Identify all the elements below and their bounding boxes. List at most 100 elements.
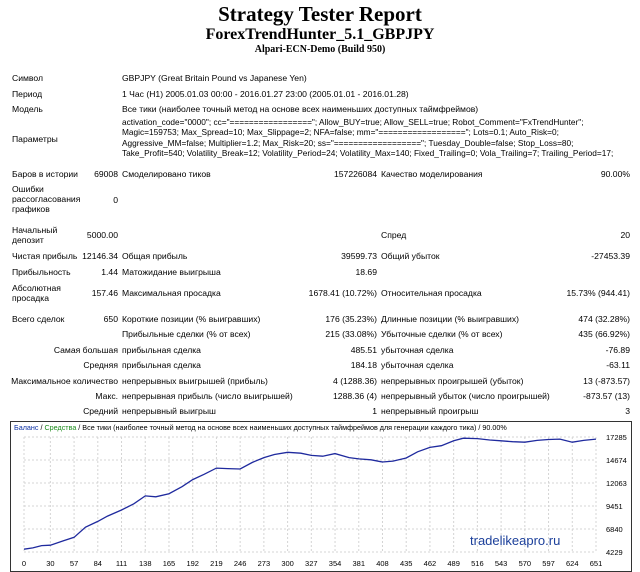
x-tick-label: 300 <box>281 559 294 568</box>
bars-label: Баров в истории <box>12 169 78 179</box>
profit-trades-value: 215 (33.08%) <box>325 329 377 339</box>
legend-balance: Баланс <box>14 423 39 432</box>
y-axis-ticks: 17285 14674 12063 9451 6840 4229 <box>606 433 627 557</box>
trades-value: 650 <box>103 314 118 324</box>
payoff-value: 18.69 <box>355 267 377 277</box>
maxcount-label: Максимальное количество <box>11 376 118 386</box>
maxval-label: Макс. <box>95 391 118 401</box>
short-label: Короткие позиции (% выигравших) <box>122 314 261 324</box>
period-value: 1 Час (H1) 2005.01.03 00:00 - 2016.01.27… <box>122 89 409 99</box>
net-value: 12146.34 <box>82 251 118 261</box>
spread-value: 20 <box>620 230 630 240</box>
maxval-loss-value: -873.57 (13) <box>583 391 630 401</box>
avgcons-win-value: 1 <box>372 406 377 416</box>
avgcons-loss-label: непрерывный проигрыш <box>381 406 479 416</box>
x-tick-label: 0 <box>22 559 26 568</box>
gross-profit-label: Общая прибыль <box>122 251 188 261</box>
server-name: Alpari-ECN-Demo (Build 950) <box>254 44 386 55</box>
y-tick-label: 6840 <box>606 525 623 534</box>
legend-rest: / Все тики (наиболее точный метод на осн… <box>76 423 507 432</box>
ticks-label: Смоделировано тиков <box>122 169 211 179</box>
loss-trades-label: Убыточные сделки (% от всех) <box>381 329 503 339</box>
abs-dd-value: 157.46 <box>91 288 118 298</box>
maxcount-loss-label: непрерывных проигрышей (убыток) <box>381 376 524 386</box>
x-tick-label: 435 <box>400 559 413 568</box>
legend-sep: / <box>38 423 44 432</box>
average-label: Средняя <box>83 360 118 370</box>
symbol-value: GBPJPY (Great Britain Pound vs Japanese … <box>122 73 307 83</box>
pf-value: 1.44 <box>101 267 118 277</box>
x-tick-label: 84 <box>94 559 102 568</box>
errors-value: 0 <box>113 195 118 205</box>
x-tick-label: 30 <box>46 559 54 568</box>
chart-frame <box>10 421 632 572</box>
long-label: Длинные позиции (% выигравших) <box>381 314 520 324</box>
y-tick-label: 12063 <box>606 479 627 488</box>
watermark: tradelikeapro.ru <box>470 533 561 548</box>
maxcount-win-value: 4 (1288.36) <box>333 376 377 386</box>
x-tick-label: 381 <box>353 559 366 568</box>
largest-loss-label: убыточная сделка <box>381 345 454 355</box>
x-tick-label: 273 <box>258 559 271 568</box>
chart-legend: Баланс / Средства / Все тики (наиболее т… <box>14 423 507 432</box>
x-tick-label: 111 <box>116 559 127 568</box>
largest-loss-value: -76.89 <box>605 345 630 355</box>
gross-loss-value: -27453.39 <box>591 251 630 261</box>
report-title: Strategy Tester Report <box>218 2 422 26</box>
gross-profit-value: 39599.73 <box>341 251 377 261</box>
y-tick-label: 4229 <box>606 548 623 557</box>
largest-label: Самая большая <box>53 345 118 355</box>
balance-chart: 17285 14674 12063 9451 6840 4229 0 30 57 84 111 13… <box>10 421 632 572</box>
avgcons-label: Средний <box>83 406 118 416</box>
x-tick-label: 354 <box>329 559 342 568</box>
spread-label: Спред <box>381 230 407 240</box>
quality-label: Качество моделирования <box>381 169 483 179</box>
balance-series-line <box>23 437 597 550</box>
x-tick-label: 516 <box>471 559 484 568</box>
maxval-loss-label: непрерывный убыток (число проигрышей) <box>381 391 550 401</box>
y-tick-label: 17285 <box>606 433 627 442</box>
params-value: activation_code="0000"; cc="============… <box>122 117 614 159</box>
average-loss-value: -63.11 <box>606 360 630 370</box>
y-tick-label: 14674 <box>606 456 627 465</box>
x-tick-label: 192 <box>186 559 199 568</box>
x-tick-label: 570 <box>519 559 532 568</box>
quality-value: 90.00% <box>600 169 630 179</box>
loss-trades-value: 435 (66.92%) <box>578 329 630 339</box>
ticks-value: 157226084 <box>333 169 377 179</box>
x-tick-label: 408 <box>376 559 389 568</box>
expert-name: ForexTrendHunter_5.1_GBPJPY <box>205 26 435 43</box>
x-tick-label: 138 <box>139 559 152 568</box>
trades-label: Всего сделок <box>12 314 65 324</box>
x-tick-label: 327 <box>305 559 318 568</box>
max-dd-label: Максимальная просадка <box>122 288 221 298</box>
avgcons-win-label: непрерывный выигрыш <box>122 406 216 416</box>
abs-dd-label: Абсолютная просадка <box>12 283 61 303</box>
x-tick-label: 489 <box>447 559 460 568</box>
deposit-value: 5000.00 <box>86 230 118 240</box>
avgcons-loss-value: 3 <box>625 406 630 416</box>
x-tick-label: 219 <box>210 559 223 568</box>
payoff-label: Матожидание выигрыша <box>122 267 221 277</box>
x-tick-label: 543 <box>495 559 508 568</box>
max-dd-value: 1678.41 (10.72%) <box>308 288 377 298</box>
x-tick-label: 597 <box>542 559 555 568</box>
period-label: Период <box>12 89 43 99</box>
net-label: Чистая прибыль <box>12 251 78 261</box>
x-tick-label: 165 <box>163 559 176 568</box>
maxval-win-value: 1288.36 (4) <box>333 391 377 401</box>
short-value: 176 (35.23%) <box>325 314 377 324</box>
average-profit-value: 184.18 <box>350 360 377 370</box>
x-tick-label: 246 <box>234 559 247 568</box>
rel-dd-label: Относительная просадка <box>381 288 482 298</box>
chart-grid <box>23 436 597 553</box>
average-loss-label: убыточная сделка <box>381 360 454 370</box>
y-tick-label: 9451 <box>606 502 623 511</box>
largest-profit-label: прибыльная сделка <box>122 345 201 355</box>
maxval-win-label: непрерывная прибыль (число выигрышей) <box>122 391 293 401</box>
deposit-label: Начальный депозит <box>12 225 58 245</box>
profit-trades-label: Прибыльные сделки (% от всех) <box>122 329 251 339</box>
gross-loss-label: Общий убыток <box>381 251 440 261</box>
x-tick-label: 462 <box>424 559 437 568</box>
symbol-label: Символ <box>12 73 43 83</box>
